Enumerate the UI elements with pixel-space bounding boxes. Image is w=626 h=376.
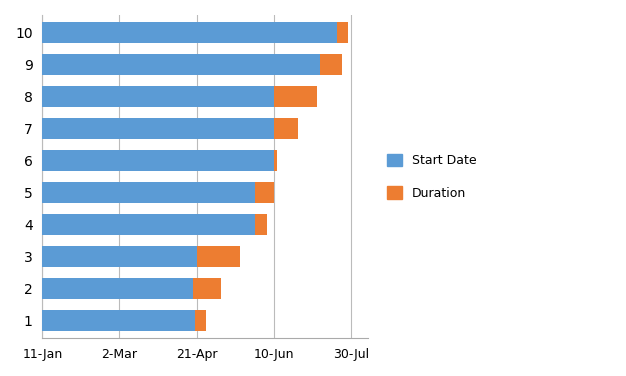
Legend: Start Date, Duration: Start Date, Duration	[381, 147, 483, 206]
Bar	[43, 278, 193, 299]
Bar	[255, 182, 274, 203]
Bar	[255, 214, 267, 235]
Bar	[320, 54, 342, 75]
Bar	[43, 118, 274, 139]
Bar	[43, 22, 337, 43]
Bar	[193, 278, 221, 299]
Bar	[43, 182, 255, 203]
Bar	[274, 86, 317, 107]
Bar	[43, 150, 274, 171]
Bar	[197, 246, 240, 267]
Bar	[43, 310, 195, 331]
Bar	[274, 150, 277, 171]
Bar	[274, 118, 299, 139]
Bar	[43, 86, 274, 107]
Bar	[43, 214, 255, 235]
Bar	[337, 22, 347, 43]
Bar	[195, 310, 206, 331]
Bar	[43, 54, 320, 75]
Bar	[43, 246, 197, 267]
